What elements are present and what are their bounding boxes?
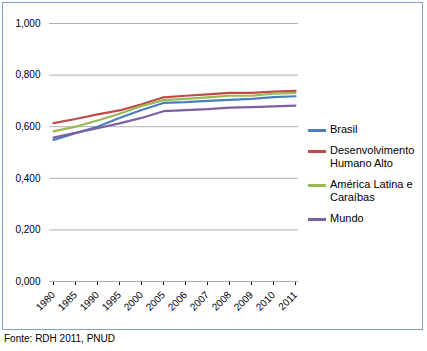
- svg-text:1,000: 1,000: [15, 18, 40, 29]
- svg-text:1995: 1995: [100, 289, 124, 313]
- svg-text:0,800: 0,800: [15, 69, 40, 80]
- svg-text:0,200: 0,200: [15, 224, 40, 235]
- html-text:Mundo: Mundo: [330, 212, 364, 224]
- html-text:Brasil: Brasil: [330, 123, 358, 135]
- html-text:Desenvolvimento Humano Alto: Desenvolvimento Humano Alto: [330, 144, 415, 169]
- svg-text:0,000: 0,000: [15, 276, 40, 287]
- html-text:Fonte: RDH 2011, PNUD: Fonte: RDH 2011, PNUD: [4, 333, 115, 344]
- svg-text:2000: 2000: [122, 289, 146, 313]
- svg-text:0,400: 0,400: [15, 173, 40, 184]
- html-text:América Latina e Caraíbas: América Latina e Caraíbas: [330, 178, 413, 203]
- svg-text:2007: 2007: [188, 289, 212, 313]
- svg-text:2010: 2010: [254, 289, 278, 313]
- svg-text:2009: 2009: [232, 289, 256, 313]
- svg-text:2011: 2011: [276, 289, 299, 312]
- svg-text:2005: 2005: [144, 289, 168, 313]
- svg-text:2006: 2006: [166, 289, 190, 313]
- svg-text:0,600: 0,600: [15, 121, 40, 132]
- svg-text:1985: 1985: [56, 289, 80, 313]
- svg-text:1990: 1990: [78, 289, 102, 313]
- svg-text:1980: 1980: [34, 289, 58, 313]
- svg-text:2008: 2008: [210, 289, 234, 313]
